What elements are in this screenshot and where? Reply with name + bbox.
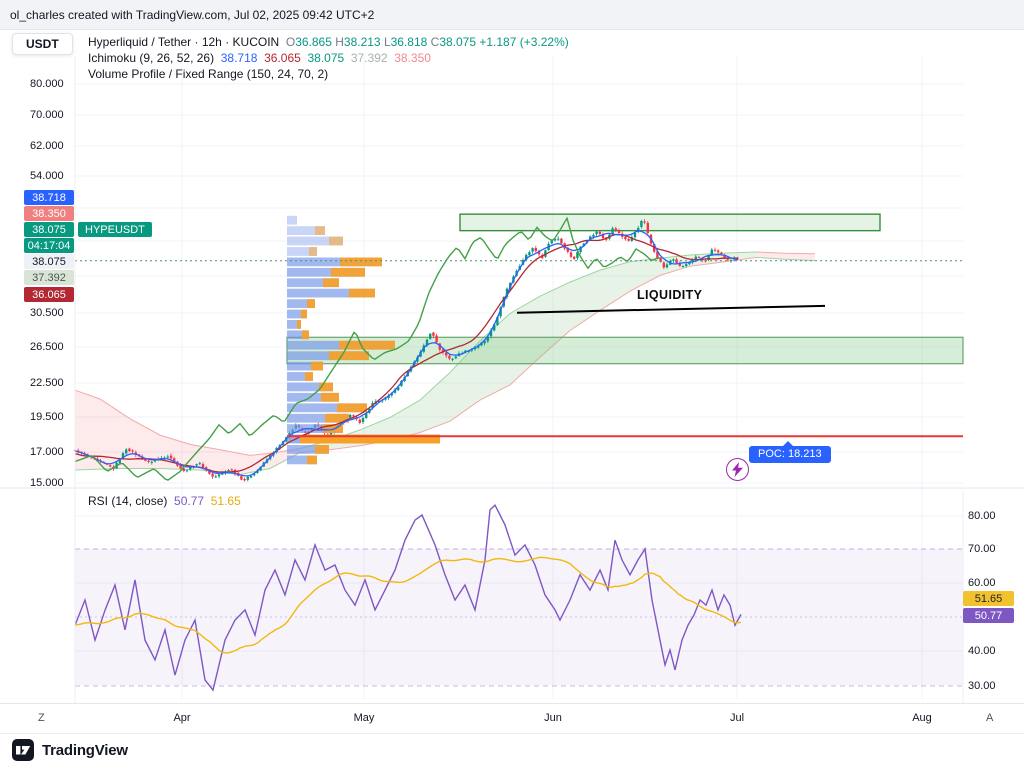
legend-segment: 38.350 (394, 51, 431, 65)
price-grid-label: 62.000 (30, 140, 64, 152)
ichimoku-lines (74, 216, 739, 481)
legend-segment: (9, 26, 52, 26) (136, 51, 221, 65)
legend-segment: Ichimoku (88, 51, 137, 65)
auto-scale-corner-button[interactable]: A (986, 712, 994, 724)
credit-text: ol_charles created with TradingView.com,… (10, 7, 375, 22)
rsi-value-badge: 50.77 (963, 608, 1014, 623)
footer-bar: TradingView (0, 733, 1024, 766)
price-grid-label: 19.500 (30, 411, 64, 423)
rsi-band (75, 548, 963, 687)
legend-segment: 36.865 (295, 35, 332, 49)
lightning-marker-icon[interactable] (726, 458, 749, 481)
price-label-badge: 38.075 (24, 254, 74, 269)
legend-segment: L (380, 35, 391, 49)
volume-profile (287, 215, 440, 465)
legend-segment: 38.075 (307, 51, 351, 65)
legend-segment: RSI (88, 494, 109, 508)
rsi-grid-label: 40.00 (968, 645, 996, 657)
rsi-grid-label: 60.00 (968, 577, 996, 589)
zone-boxes (286, 213, 964, 365)
legend-segment: (14, close) (108, 494, 175, 508)
brand-name[interactable]: TradingView (42, 741, 128, 759)
legend-segment (204, 494, 211, 508)
legend-segment: +1.187 (+3.22%) (476, 35, 569, 49)
price-grid-label: 70.000 (30, 109, 64, 121)
time-axis[interactable]: Z A Apr May Jun Jul Aug (0, 703, 1024, 734)
price-grid-label: 30.500 (30, 307, 64, 319)
currency-unit-button[interactable]: USDT (12, 33, 73, 55)
legend-segment: 38.718 (220, 51, 265, 65)
price-label-badge: 36.065 (24, 287, 74, 302)
rsi-grid-label: 70.00 (968, 543, 996, 555)
time-grid-label: Jun (544, 712, 562, 724)
legend-segment: 50.77 (174, 494, 205, 508)
legend-segment: 36.818 (390, 35, 428, 49)
price-label-badge: 38.718 (24, 190, 74, 205)
legend-segment: 36.065 (264, 51, 308, 65)
volume-profile-legend-row[interactable]: Volume Profile / Fixed Range (150, 24, 7… (88, 66, 569, 82)
poc-price-label[interactable]: POC: 18.213 (749, 441, 831, 463)
legend-segment: H (331, 35, 344, 49)
price-grid-label: 15.000 (30, 477, 64, 489)
legend-segment: C (427, 35, 440, 49)
legend-segment: O (285, 35, 296, 49)
price-label-badge: 37.392 (24, 270, 74, 285)
rsi-grid-label: 30.00 (968, 680, 996, 692)
legend-segment: Volume Profile / Fixed Range (150, 24, 7… (88, 67, 329, 81)
lightning-bolt-icon (732, 462, 743, 477)
main-legend: Hyperliquid / Tether · 12h · KUCOIN O36.… (88, 34, 569, 82)
credit-bar: ol_charles created with TradingView.com,… (0, 0, 1024, 30)
price-grid-label: 17.000 (30, 446, 64, 458)
legend-segment: 51.65 (210, 494, 241, 508)
rsi-value-badge: 51.65 (963, 591, 1014, 606)
price-label-badge: 04:17:04 (24, 238, 74, 253)
price-label-badge: 38.075 (24, 222, 74, 237)
time-grid-label: May (353, 712, 375, 724)
legend-segment: 38.213 (343, 35, 381, 49)
rsi-grid-label: 80.00 (968, 510, 996, 522)
rsi-legend-row[interactable]: RSI (14, close) 50.77 51.65 (88, 494, 241, 508)
price-grid-label: 54.000 (30, 170, 64, 182)
symbol-ohlc-row[interactable]: Hyperliquid / Tether · 12h · KUCOIN O36.… (88, 34, 569, 50)
time-grid-label: Apr (173, 712, 191, 724)
price-grid-label: 22.500 (30, 377, 64, 389)
time-grid-label: Aug (912, 712, 932, 724)
price-grid-label: 26.500 (30, 341, 64, 353)
legend-segment: 38.075 (439, 35, 477, 49)
time-grid-label: Jul (729, 712, 745, 724)
symbol-name-tag: HYPEUSDT (78, 222, 152, 237)
legend-segment: 37.392 (350, 51, 395, 65)
tradingview-logo-icon[interactable] (12, 739, 34, 761)
price-grid-label: 80.000 (30, 78, 64, 90)
ichimoku-legend-row[interactable]: Ichimoku (9, 26, 52, 26) 38.718 36.065 3… (88, 50, 569, 66)
chart-drawings (75, 260, 963, 438)
rsi-lines (74, 503, 742, 692)
legend-segment: Hyperliquid / Tether (88, 35, 192, 49)
legend-segment: · 12h · KUCOIN (191, 35, 286, 49)
liquidity-drawing-label[interactable]: LIQUIDITY (637, 288, 703, 302)
price-label-badge: 38.350 (24, 206, 74, 221)
timezone-corner-button[interactable]: Z (38, 712, 45, 724)
